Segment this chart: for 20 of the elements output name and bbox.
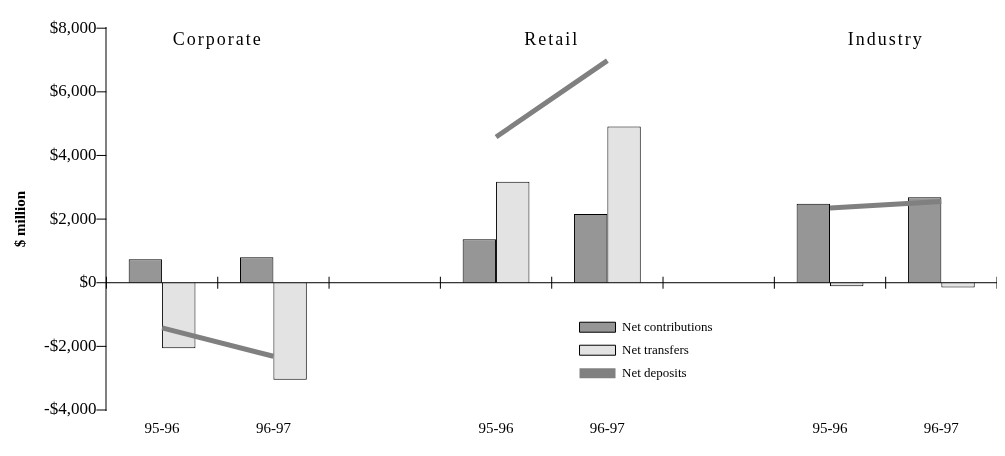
- annotation: Retail: [524, 28, 580, 49]
- legend-label: Net contributions: [622, 318, 713, 334]
- annotation: Industry: [847, 28, 924, 49]
- y-tick-label: $2,000: [49, 208, 97, 228]
- x-tick-label: 95-96: [478, 419, 515, 436]
- y-tick-label: $4,000: [49, 144, 97, 164]
- y-tick-label: $6,000: [49, 81, 97, 101]
- x-tick-label: 96-97: [255, 419, 292, 436]
- y-tick-label: $0: [79, 272, 97, 292]
- y-tick-label: $8,000: [49, 17, 97, 37]
- x-tick-label: 96-97: [589, 419, 626, 436]
- y-tick-label: -$4,000: [43, 399, 97, 419]
- legend-label: Net transfers: [622, 341, 689, 357]
- y-tick-label: -$2,000: [43, 335, 97, 355]
- annotation: Corporate: [172, 28, 263, 49]
- y-axis-title: $ million: [11, 190, 28, 248]
- x-tick-label: 95-96: [144, 419, 181, 436]
- x-tick-label: 96-97: [923, 419, 960, 436]
- x-tick-label: 95-96: [812, 419, 849, 436]
- legend-label: Net deposits: [622, 364, 687, 380]
